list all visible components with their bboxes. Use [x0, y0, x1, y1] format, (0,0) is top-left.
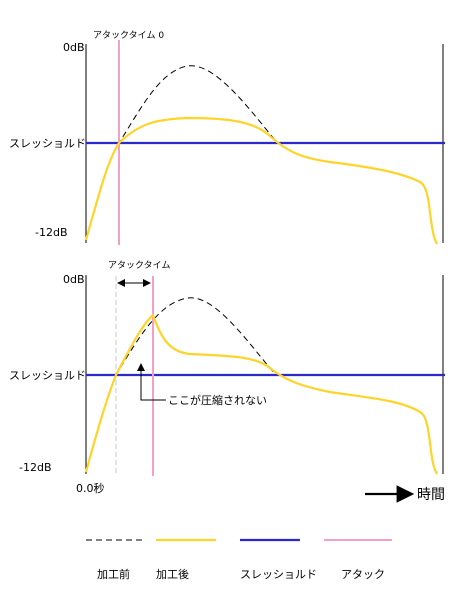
top-y-label-minus12db: -12dB — [35, 226, 68, 239]
bottom-after-curve — [84, 313, 438, 475]
bottom-before-curve — [85, 297, 276, 473]
legend-label-attack: アタック — [341, 568, 385, 581]
top-y-label-0db: 0dB — [63, 41, 85, 54]
annotation-arrow — [137, 363, 166, 401]
x-origin-label: 0.0秒 — [76, 481, 105, 495]
legend-label-before: 加工前 — [97, 567, 130, 581]
time-axis: 時間 — [365, 485, 445, 503]
bottom-attack-label: アタックタイム — [108, 260, 170, 271]
legend-label-threshold: スレッショルド — [240, 568, 317, 581]
legend: 加工前 加工後 スレッショルド アタック — [86, 538, 392, 581]
bottom-panel: アタックタイム 0dB スレッショルド -12dB 0.0秒 ここが圧縮されない — [9, 260, 445, 495]
bottom-y-label-0db: 0dB — [63, 273, 85, 286]
annotation-text: ここが圧縮されない — [168, 393, 267, 407]
top-y-label-threshold: スレッショルド — [9, 137, 86, 150]
top-attack-label: アタックタイム 0 — [93, 30, 164, 41]
top-panel: アタックタイム 0 0dB スレッショルド -12dB — [9, 30, 445, 245]
bottom-y-label-threshold: スレッショルド — [9, 369, 86, 382]
bottom-y-label-minus12db: -12dB — [19, 461, 52, 474]
legend-label-after: 加工後 — [156, 567, 189, 581]
top-after-curve — [84, 116, 438, 245]
time-axis-label: 時間 — [417, 487, 445, 503]
